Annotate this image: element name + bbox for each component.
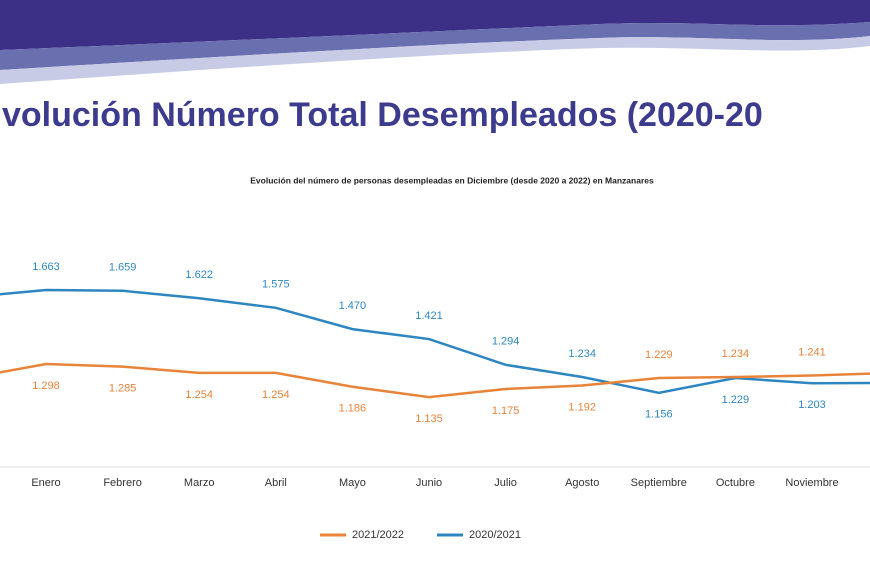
x-tick-label: Julio <box>494 477 517 489</box>
data-label: 1.241 <box>798 346 826 358</box>
x-tick-label: Noviembre <box>785 477 838 489</box>
title: volución Número Total Desempleados (2020… <box>2 96 763 134</box>
data-label: 1.156 <box>645 409 673 421</box>
data-label: 1.659 <box>109 262 137 274</box>
data-label: 1.234 <box>568 348 596 360</box>
data-label: 1.234 <box>722 348 750 360</box>
header-stripe <box>0 22 870 70</box>
header-stripe <box>0 36 870 84</box>
data-label: 1.622 <box>185 269 213 281</box>
x-tick-label: Enero <box>31 477 60 489</box>
data-label: 1.203 <box>798 399 826 411</box>
data-label: 1.175 <box>492 405 520 417</box>
data-label: 1.470 <box>339 300 367 312</box>
series-line <box>0 362 870 399</box>
data-label: 1.421 <box>415 310 443 322</box>
data-label: 1.229 <box>645 349 673 361</box>
x-tick-label: Mayo <box>339 477 366 489</box>
data-label: 1.663 <box>32 261 60 273</box>
legend-label: 2020/2021 <box>469 529 521 541</box>
data-label: 1.254 <box>262 389 290 401</box>
legend-label: 2021/2022 <box>352 529 404 541</box>
x-tick-label: Septiembre <box>631 477 687 489</box>
data-label: 1.186 <box>339 403 367 415</box>
x-tick-label: Abril <box>265 477 287 489</box>
x-tick-label: Agosto <box>565 477 599 489</box>
data-label: 1.294 <box>492 336 520 348</box>
data-label: 1.229 <box>722 394 750 406</box>
x-tick-label: Marzo <box>184 477 215 489</box>
x-tick-label: Octubre <box>716 477 755 489</box>
data-label: 1.254 <box>185 389 213 401</box>
header-band <box>0 0 870 50</box>
subtitle: Evolución del número de personas desempl… <box>250 175 654 185</box>
data-label: 1.285 <box>109 383 137 395</box>
data-label: 1.298 <box>32 380 60 392</box>
data-label: 1.575 <box>262 279 290 291</box>
x-tick-label: Junio <box>416 477 442 489</box>
data-label: 1.192 <box>568 401 596 413</box>
x-tick-label: Febrero <box>103 477 142 489</box>
data-label: 1.135 <box>415 413 443 425</box>
